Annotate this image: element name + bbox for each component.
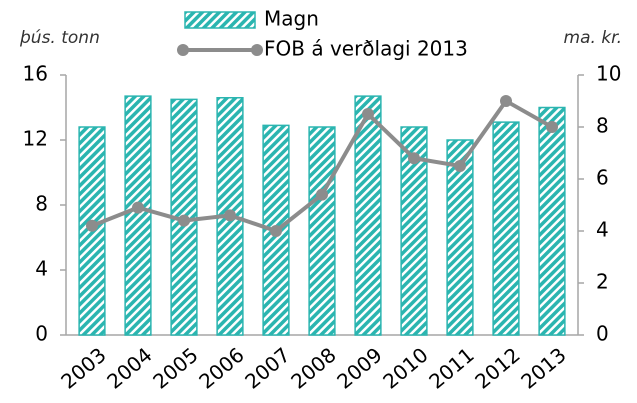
marker xyxy=(132,201,144,214)
marker xyxy=(362,108,374,120)
y-tick-label: 0 xyxy=(35,322,48,346)
marker xyxy=(270,225,282,237)
x-tick-label: 2010 xyxy=(378,343,432,394)
x-tick-label: 2003 xyxy=(56,343,110,394)
x-tick-label: 2006 xyxy=(194,343,248,394)
bar xyxy=(354,95,382,336)
y2-tick-label: 10 xyxy=(596,62,621,86)
y2-tick-label: 8 xyxy=(596,114,609,138)
y-axis-label: þús. tonn xyxy=(19,28,100,48)
y2-tick-label: 6 xyxy=(596,166,609,190)
y-tick-label: 4 xyxy=(35,257,48,281)
x-tick-label: 2011 xyxy=(424,343,478,394)
y2-tick-label: 2 xyxy=(596,270,609,294)
x-tick-label: 2004 xyxy=(102,343,156,394)
marker xyxy=(454,160,466,172)
bar xyxy=(446,139,474,336)
legend-swatch xyxy=(184,11,256,29)
y-tick-label: 16 xyxy=(23,62,48,86)
x-tick-label: 2008 xyxy=(286,343,340,394)
marker xyxy=(224,209,236,222)
bar xyxy=(124,95,152,336)
legend-label: Magn xyxy=(264,7,319,31)
marker xyxy=(316,188,328,201)
bar xyxy=(308,126,336,336)
marker xyxy=(178,214,190,227)
legend-marker xyxy=(251,44,263,56)
y2-tick-label: 0 xyxy=(596,322,609,346)
y2-axis-label: ma. kr. xyxy=(564,28,622,48)
x-tick-label: 2013 xyxy=(516,343,570,394)
y-tick-label: 12 xyxy=(23,127,48,151)
marker xyxy=(86,219,98,232)
bar xyxy=(492,121,520,336)
y2-tick-label: 4 xyxy=(596,218,609,242)
marker xyxy=(546,121,558,133)
bar xyxy=(538,106,566,336)
x-tick-label: 2007 xyxy=(240,343,294,394)
x-tick-label: 2009 xyxy=(332,343,386,394)
marker xyxy=(408,152,420,165)
legend-label: FOB á verðlagi 2013 xyxy=(264,37,468,61)
y-tick-label: 8 xyxy=(35,192,48,216)
legend-marker xyxy=(177,44,189,56)
x-tick-label: 2005 xyxy=(148,343,202,394)
x-tick-label: 2012 xyxy=(470,343,524,394)
marker xyxy=(500,95,512,107)
